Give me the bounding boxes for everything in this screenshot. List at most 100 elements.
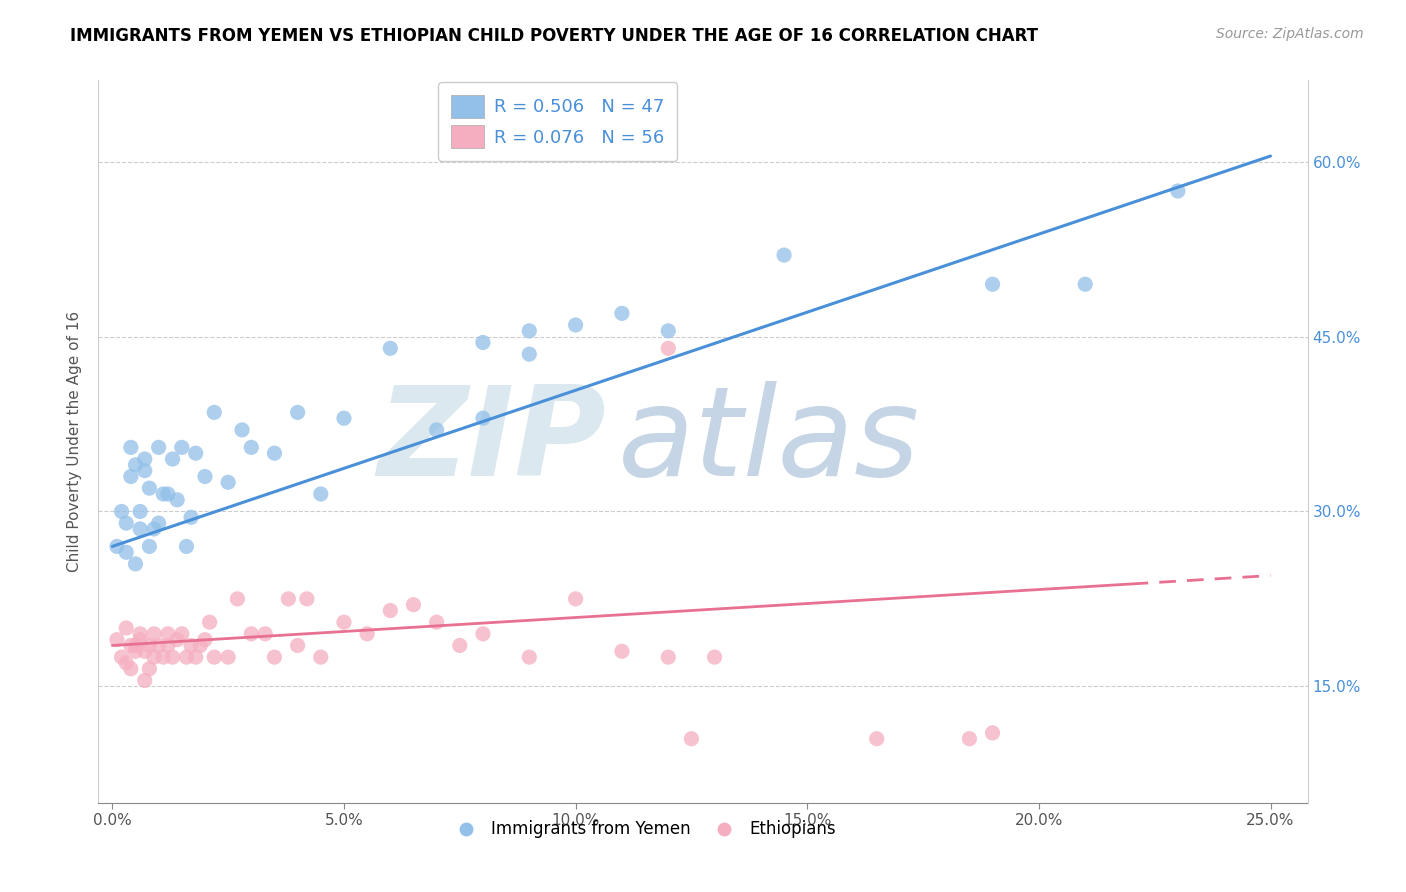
Point: [134, 452, 156, 467]
Point: [356, 627, 378, 641]
Point: [254, 627, 277, 641]
Point: [162, 650, 184, 665]
Point: [138, 639, 160, 653]
Point: [148, 441, 170, 455]
Point: [170, 627, 193, 641]
Point: [138, 540, 160, 554]
Point: [124, 458, 146, 472]
Point: [138, 481, 160, 495]
Point: [143, 650, 166, 665]
Point: [217, 475, 239, 490]
Point: [681, 731, 703, 746]
Point: [120, 469, 142, 483]
Point: [143, 522, 166, 536]
Point: [277, 591, 299, 606]
Point: [517, 324, 540, 338]
Point: [129, 522, 152, 536]
Point: [194, 632, 217, 647]
Point: [240, 441, 263, 455]
Point: [129, 627, 152, 641]
Point: [120, 441, 142, 455]
Point: [138, 662, 160, 676]
Point: [115, 621, 138, 635]
Point: [773, 248, 796, 262]
Point: [564, 591, 586, 606]
Point: [287, 405, 309, 419]
Point: [309, 650, 332, 665]
Point: [166, 492, 188, 507]
Point: [957, 731, 980, 746]
Point: [148, 639, 170, 653]
Point: [176, 650, 198, 665]
Point: [148, 516, 170, 530]
Point: [170, 441, 193, 455]
Point: [184, 650, 207, 665]
Point: [184, 446, 207, 460]
Point: [134, 644, 156, 658]
Point: [134, 673, 156, 688]
Point: [471, 335, 494, 350]
Point: [309, 487, 332, 501]
Point: [287, 639, 309, 653]
Point: [188, 639, 211, 653]
Point: [115, 656, 138, 670]
Point: [263, 446, 285, 460]
Point: [981, 277, 1004, 292]
Point: [263, 650, 285, 665]
Point: [564, 318, 586, 332]
Point: [110, 650, 132, 665]
Point: [180, 510, 202, 524]
Point: [105, 632, 128, 647]
Point: [657, 324, 679, 338]
Point: [217, 650, 239, 665]
Y-axis label: Child Poverty Under the Age of 16: Child Poverty Under the Age of 16: [67, 311, 83, 572]
Point: [198, 615, 221, 630]
Text: ZIP: ZIP: [378, 381, 606, 502]
Point: [162, 452, 184, 467]
Point: [124, 557, 146, 571]
Point: [152, 487, 174, 501]
Point: [152, 650, 174, 665]
Text: Source: ZipAtlas.com: Source: ZipAtlas.com: [1216, 27, 1364, 41]
Point: [143, 627, 166, 641]
Point: [166, 632, 188, 647]
Text: atlas: atlas: [619, 381, 921, 502]
Point: [176, 540, 198, 554]
Point: [866, 731, 889, 746]
Point: [402, 598, 425, 612]
Point: [240, 627, 263, 641]
Point: [156, 627, 179, 641]
Point: [981, 726, 1004, 740]
Point: [449, 639, 471, 653]
Point: [226, 591, 249, 606]
Point: [105, 540, 128, 554]
Legend: Immigrants from Yemen, Ethiopians: Immigrants from Yemen, Ethiopians: [443, 814, 842, 845]
Point: [129, 632, 152, 647]
Point: [517, 347, 540, 361]
Point: [333, 615, 356, 630]
Point: [124, 639, 146, 653]
Point: [180, 639, 202, 653]
Point: [657, 650, 679, 665]
Point: [120, 639, 142, 653]
Point: [380, 341, 402, 355]
Point: [610, 644, 633, 658]
Point: [129, 504, 152, 518]
Point: [156, 639, 179, 653]
Point: [124, 644, 146, 658]
Point: [517, 650, 540, 665]
Point: [426, 615, 449, 630]
Point: [194, 469, 217, 483]
Text: IMMIGRANTS FROM YEMEN VS ETHIOPIAN CHILD POVERTY UNDER THE AGE OF 16 CORRELATION: IMMIGRANTS FROM YEMEN VS ETHIOPIAN CHILD…: [70, 27, 1038, 45]
Point: [202, 650, 225, 665]
Point: [110, 504, 132, 518]
Point: [471, 627, 494, 641]
Point: [333, 411, 356, 425]
Point: [231, 423, 253, 437]
Point: [610, 306, 633, 320]
Point: [703, 650, 725, 665]
Point: [115, 516, 138, 530]
Point: [380, 603, 402, 617]
Point: [156, 487, 179, 501]
Point: [1074, 277, 1097, 292]
